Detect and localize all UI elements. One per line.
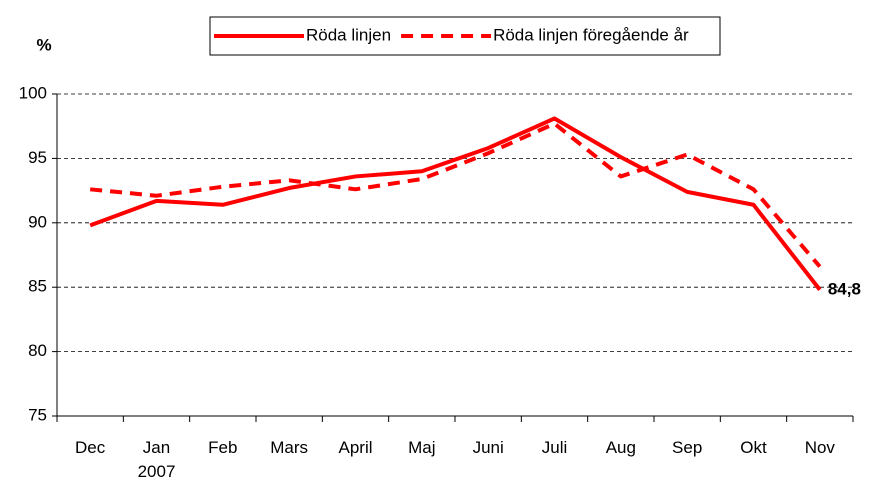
x-tick-label: Dec xyxy=(75,438,106,457)
x-tick-label: Mars xyxy=(270,438,309,457)
x-tick-label: Juni xyxy=(472,438,504,457)
x-tick-label: Maj xyxy=(408,438,436,457)
y-tick-label: 75 xyxy=(28,405,47,424)
y-tick-label: 85 xyxy=(28,277,47,296)
y-tick-label: 100 xyxy=(19,83,47,102)
legend-label: Röda linjen föregående år xyxy=(493,25,689,44)
x-tick-label: Jan 2007 xyxy=(137,438,176,481)
x-tick-label: April xyxy=(338,438,373,457)
x-tick-label: Sep xyxy=(672,438,703,457)
legend-label: Röda linjen xyxy=(306,25,391,44)
series-line xyxy=(89,121,822,268)
data-label: 84,8 xyxy=(828,279,861,298)
series-line xyxy=(89,116,822,292)
x-tick-label: Juli xyxy=(541,438,568,457)
x-tick-label: Nov xyxy=(804,438,835,457)
x-tick-label: Aug xyxy=(605,438,636,457)
y-axis-label: % xyxy=(36,35,51,54)
y-tick-label: 95 xyxy=(28,148,47,167)
x-tick-label: Okt xyxy=(740,438,767,457)
x-tick-label: Feb xyxy=(208,438,238,457)
y-tick-label: 90 xyxy=(28,212,47,231)
y-tick-label: 80 xyxy=(28,341,47,360)
